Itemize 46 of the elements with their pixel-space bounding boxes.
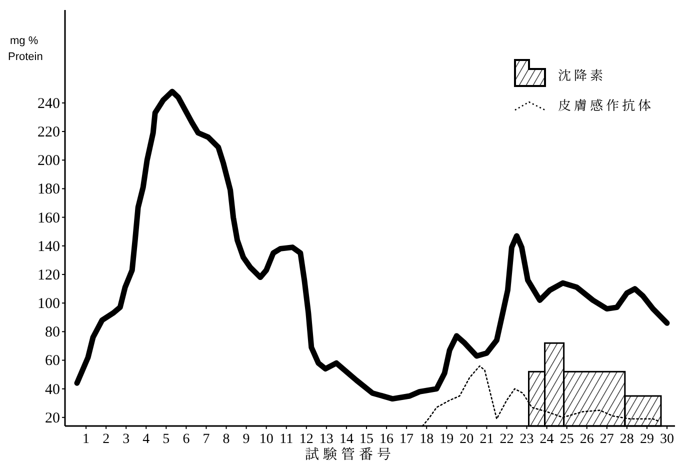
y-tick-label: 160 xyxy=(38,210,60,226)
x-tick-label: 25 xyxy=(560,432,574,447)
y-axis-title: mg % Protein xyxy=(8,35,43,63)
x-tick-label: 5 xyxy=(162,432,170,447)
y-tick-label: 40 xyxy=(45,382,60,398)
legend-label: 皮膚感作抗体 xyxy=(558,95,654,114)
x-tick-label: 22 xyxy=(500,432,514,447)
y-tick-label: 180 xyxy=(38,182,60,198)
x-tick-label: 1 xyxy=(82,432,90,447)
y-tick-label: 220 xyxy=(38,124,60,141)
x-tick-label: 4 xyxy=(142,432,150,447)
x-tick-label: 27 xyxy=(600,432,614,447)
y-tick-label: 20 xyxy=(45,410,60,426)
x-tick-label: 19 xyxy=(440,432,454,447)
x-tick-label: 10 xyxy=(259,432,274,447)
x-tick-label: 12 xyxy=(299,432,314,447)
x-tick-label: 7 xyxy=(202,432,210,447)
x-axis-title: 試験管番号 xyxy=(305,444,395,463)
y-tick-label: 120 xyxy=(38,267,60,284)
x-tick-label: 26 xyxy=(580,432,594,447)
legend-label: 沈降素 xyxy=(558,65,606,84)
x-tick-label: 29 xyxy=(640,432,654,447)
x-tick-label: 15 xyxy=(359,432,374,447)
x-tick-label: 2 xyxy=(102,432,110,447)
x-tick-label: 6 xyxy=(182,432,190,447)
x-tick-label: 9 xyxy=(242,432,250,447)
x-tick-label: 21 xyxy=(480,432,494,447)
x-tick-label: 23 xyxy=(520,432,534,447)
x-tick-label: 16 xyxy=(380,432,394,447)
x-tick-label: 24 xyxy=(540,432,554,447)
x-tick-label: 3 xyxy=(122,432,130,447)
x-tick-label: 30 xyxy=(660,432,674,447)
x-tick-label: 14 xyxy=(339,432,354,447)
x-tick-label: 11 xyxy=(280,432,294,447)
y-tick-label: 240 xyxy=(38,96,60,112)
y-tick-label: 60 xyxy=(45,353,60,370)
x-tick-label: 28 xyxy=(620,432,634,447)
x-tick-label: 17 xyxy=(400,432,414,447)
x-tick-label: 8 xyxy=(222,432,230,447)
x-tick-label: 13 xyxy=(319,432,334,447)
y-tick-label: 80 xyxy=(45,324,60,341)
y-tick-label: 200 xyxy=(38,153,60,170)
x-tick-label: 20 xyxy=(460,432,474,447)
y-tick-label: 140 xyxy=(38,238,60,255)
x-tick-label: 18 xyxy=(420,432,434,447)
y-tick-label: 100 xyxy=(38,296,60,312)
